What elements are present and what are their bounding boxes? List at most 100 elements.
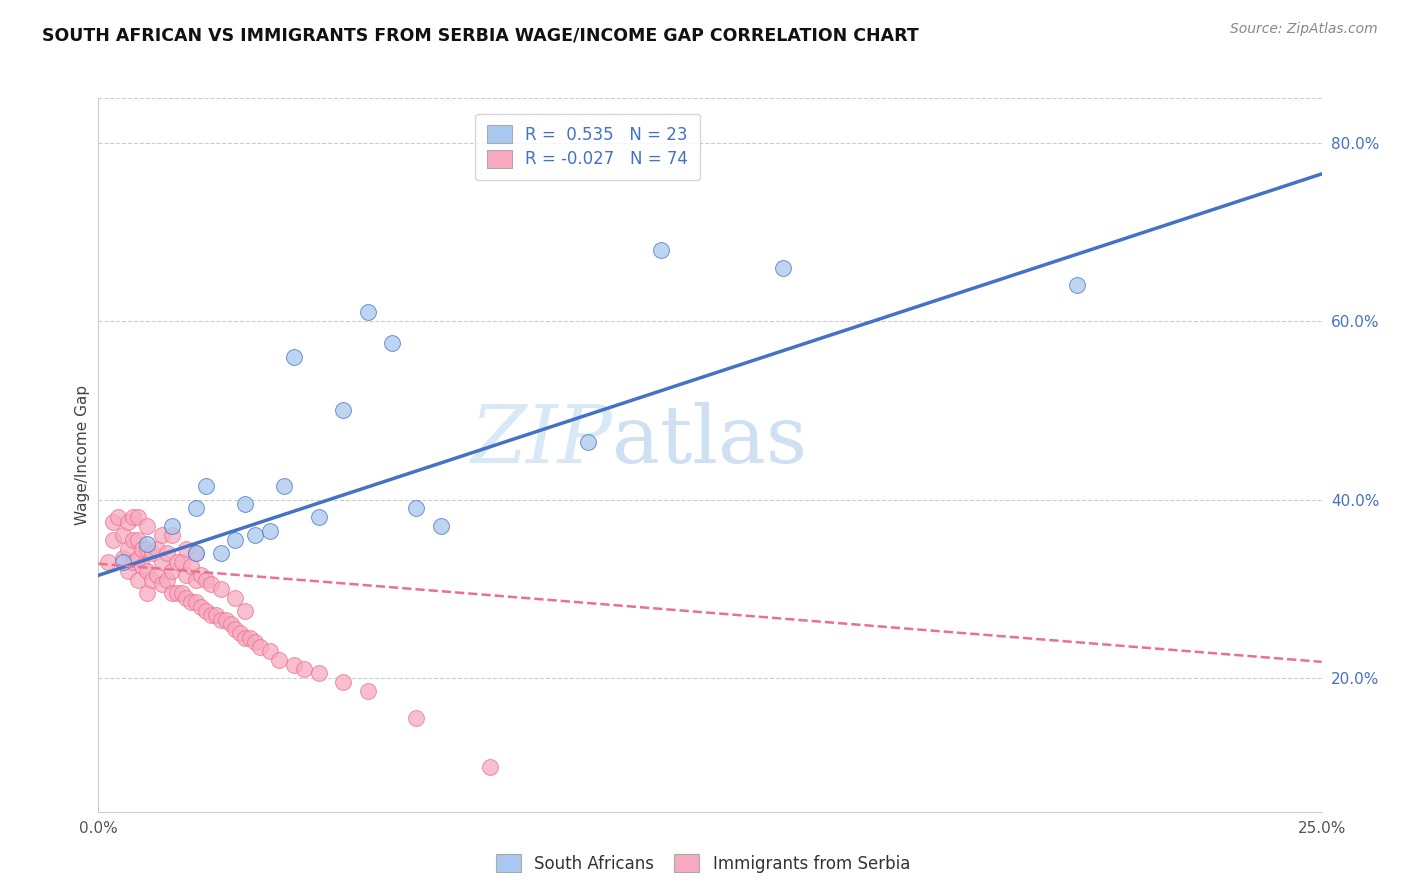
Point bbox=[121, 510, 143, 524]
Point bbox=[233, 604, 256, 618]
Point bbox=[1066, 278, 1088, 293]
Point bbox=[292, 662, 315, 676]
Point bbox=[195, 479, 218, 493]
Point bbox=[111, 555, 134, 569]
Point bbox=[136, 586, 159, 600]
Point bbox=[156, 573, 179, 587]
Point bbox=[160, 586, 183, 600]
Point bbox=[249, 640, 271, 654]
Point bbox=[273, 479, 295, 493]
Point bbox=[121, 533, 143, 547]
Point bbox=[136, 537, 159, 551]
Point bbox=[160, 564, 183, 578]
Point bbox=[127, 550, 149, 565]
Point bbox=[332, 675, 354, 690]
Point bbox=[186, 546, 208, 560]
Point bbox=[205, 608, 228, 623]
Point bbox=[381, 336, 404, 351]
Point bbox=[209, 546, 232, 560]
Point bbox=[160, 519, 183, 533]
Point bbox=[186, 546, 208, 560]
Point bbox=[229, 626, 252, 640]
Point bbox=[224, 622, 246, 636]
Point bbox=[150, 555, 173, 569]
Point bbox=[356, 305, 378, 319]
Point bbox=[146, 541, 169, 556]
Point bbox=[308, 510, 330, 524]
Point bbox=[117, 541, 139, 556]
Point bbox=[176, 568, 198, 582]
Point bbox=[259, 524, 281, 538]
Point bbox=[224, 533, 246, 547]
Point bbox=[650, 243, 672, 257]
Point bbox=[259, 644, 281, 658]
Point bbox=[243, 528, 266, 542]
Point bbox=[150, 528, 173, 542]
Point bbox=[332, 403, 354, 417]
Point bbox=[269, 653, 291, 667]
Point bbox=[111, 528, 134, 542]
Point bbox=[308, 666, 330, 681]
Point bbox=[127, 533, 149, 547]
Point bbox=[166, 586, 188, 600]
Point bbox=[186, 573, 208, 587]
Point bbox=[121, 555, 143, 569]
Point bbox=[127, 573, 149, 587]
Point bbox=[146, 568, 169, 582]
Legend: South Africans, Immigrants from Serbia: South Africans, Immigrants from Serbia bbox=[489, 847, 917, 880]
Point bbox=[224, 591, 246, 605]
Point bbox=[166, 555, 188, 569]
Point bbox=[176, 541, 198, 556]
Point bbox=[195, 573, 218, 587]
Legend: R =  0.535   N = 23, R = -0.027   N = 74: R = 0.535 N = 23, R = -0.027 N = 74 bbox=[475, 113, 700, 180]
Point bbox=[190, 568, 212, 582]
Text: atlas: atlas bbox=[612, 401, 807, 480]
Point bbox=[233, 631, 256, 645]
Point bbox=[117, 515, 139, 529]
Point bbox=[160, 528, 183, 542]
Point bbox=[150, 577, 173, 591]
Point bbox=[405, 501, 427, 516]
Point bbox=[243, 635, 266, 649]
Point bbox=[576, 434, 599, 449]
Point bbox=[772, 260, 794, 275]
Point bbox=[200, 608, 222, 623]
Point bbox=[239, 631, 262, 645]
Point bbox=[141, 573, 163, 587]
Point bbox=[101, 533, 124, 547]
Point bbox=[478, 760, 501, 774]
Point bbox=[136, 564, 159, 578]
Point bbox=[209, 582, 232, 596]
Point bbox=[405, 711, 427, 725]
Point bbox=[97, 555, 120, 569]
Point bbox=[111, 550, 134, 565]
Point bbox=[131, 541, 153, 556]
Point bbox=[117, 564, 139, 578]
Point bbox=[131, 559, 153, 574]
Point bbox=[107, 510, 129, 524]
Point bbox=[233, 497, 256, 511]
Point bbox=[209, 613, 232, 627]
Point bbox=[283, 350, 305, 364]
Point bbox=[101, 515, 124, 529]
Point bbox=[430, 519, 453, 533]
Point bbox=[200, 577, 222, 591]
Point bbox=[190, 599, 212, 614]
Point bbox=[170, 586, 193, 600]
Text: SOUTH AFRICAN VS IMMIGRANTS FROM SERBIA WAGE/INCOME GAP CORRELATION CHART: SOUTH AFRICAN VS IMMIGRANTS FROM SERBIA … bbox=[42, 27, 920, 45]
Point bbox=[180, 559, 202, 574]
Point bbox=[186, 501, 208, 516]
Point bbox=[156, 546, 179, 560]
Point bbox=[356, 684, 378, 698]
Point bbox=[195, 604, 218, 618]
Point bbox=[170, 555, 193, 569]
Point bbox=[136, 519, 159, 533]
Point bbox=[214, 613, 236, 627]
Point bbox=[283, 657, 305, 672]
Point bbox=[141, 546, 163, 560]
Point bbox=[186, 595, 208, 609]
Text: Source: ZipAtlas.com: Source: ZipAtlas.com bbox=[1230, 22, 1378, 37]
Point bbox=[127, 510, 149, 524]
Text: ZIP: ZIP bbox=[471, 402, 612, 479]
Point bbox=[136, 541, 159, 556]
